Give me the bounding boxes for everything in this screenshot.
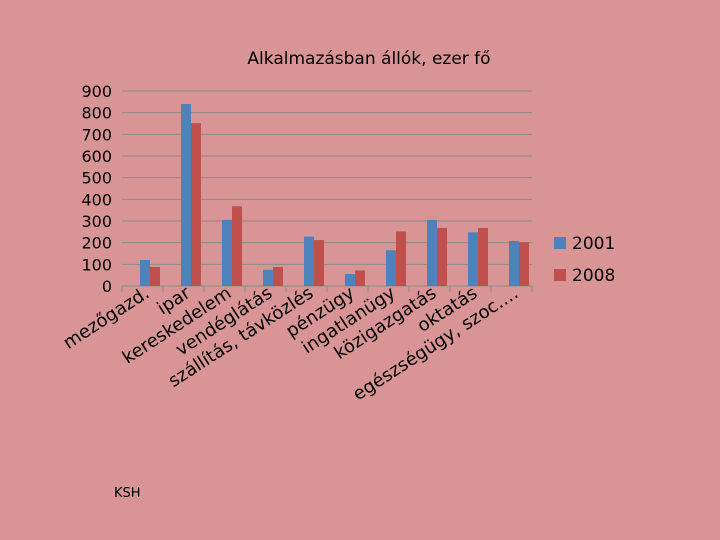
y-tick-label: 700 [81,125,112,144]
bar-2001 [140,260,150,286]
bar-2008 [273,266,283,286]
y-tick-label: 0 [102,277,112,296]
y-tick-label: 400 [81,190,112,209]
bar-2001 [222,219,232,286]
bar-2008 [191,123,201,286]
bar-2001 [386,250,396,286]
y-tick-label: 800 [81,104,112,123]
bar-2001 [181,104,191,286]
y-tick-label: 600 [81,147,112,166]
y-tick-label: 300 [81,212,112,231]
bar-2008 [519,242,529,286]
footer-source: KSH [114,486,141,501]
bar-2001 [509,240,519,286]
legend-swatch-2001 [554,237,566,249]
bar-2008 [478,227,488,286]
bar-2008 [355,270,365,286]
legend-swatch-2008 [554,269,566,281]
legend-label-2001: 2001 [572,234,615,254]
bar-2008 [232,206,242,286]
bar-2008 [150,266,160,286]
y-tick-label: 900 [81,82,112,101]
y-tick-label: 100 [81,255,112,274]
bar-2008 [437,227,447,286]
bar-2008 [314,240,324,286]
legend: 2001 2008 [554,234,615,286]
legend-label-2008: 2008 [572,266,615,286]
bar-2001 [468,232,478,286]
bar-2001 [345,274,355,286]
y-tick-label: 200 [81,234,112,253]
chart-title: Alkalmazásban állók, ezer fő [247,49,490,69]
bar-2008 [396,231,406,286]
bar-2001 [263,269,273,286]
bar-2001 [304,236,314,286]
y-tick-label: 500 [81,169,112,188]
bar-2001 [427,219,437,286]
